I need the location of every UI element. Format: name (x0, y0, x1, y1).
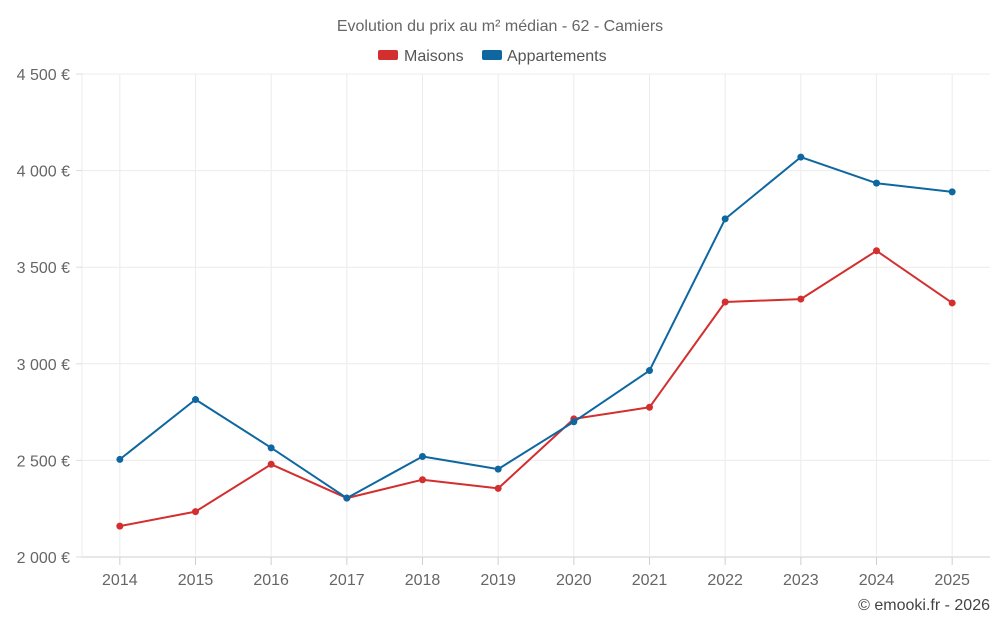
data-point-appartements-2018 (419, 453, 426, 461)
x-tick-label: 2014 (102, 572, 138, 589)
data-point-maisons-2019 (494, 484, 502, 492)
x-tick-label: 2019 (480, 572, 516, 589)
data-point-maisons-2016 (267, 460, 275, 468)
data-point-appartements-2025 (948, 188, 956, 196)
footer-credit: © emooki.fr - 2026 (858, 597, 990, 614)
data-point-maisons-2014 (116, 522, 124, 530)
x-tick-label: 2021 (632, 572, 668, 589)
y-tick-label: 4 000 € (17, 164, 70, 181)
data-point-appartements-2022 (721, 215, 729, 223)
y-tick-label: 4 500 € (17, 67, 70, 84)
y-tick-label: 3 500 € (17, 260, 70, 277)
legend-label-appartements: Appartements (507, 48, 607, 65)
chart-title: Evolution du prix au m² médian - 62 - Ca… (337, 18, 663, 35)
x-tick-label: 2018 (405, 572, 441, 589)
data-point-maisons-2023 (797, 295, 805, 303)
x-tick-label: 2023 (783, 572, 819, 589)
data-point-maisons-2024 (873, 247, 880, 255)
data-point-appartements-2015 (192, 396, 199, 404)
data-point-maisons-2025 (948, 299, 956, 307)
legend-swatch-appartements (482, 50, 502, 60)
x-tick-label: 2022 (707, 572, 743, 589)
data-point-appartements-2014 (116, 455, 124, 463)
x-tick-label: 2020 (556, 572, 592, 589)
y-tick-label: 3 000 € (17, 357, 70, 374)
data-point-appartements-2023 (797, 153, 805, 161)
y-tick-label: 2 500 € (17, 453, 70, 470)
data-point-maisons-2018 (419, 476, 426, 484)
data-point-appartements-2016 (267, 444, 275, 452)
data-point-appartements-2020 (570, 418, 578, 426)
x-tick-label: 2016 (253, 572, 289, 589)
legend: Maisons Appartements (378, 48, 607, 65)
series-line-appartements (119, 156, 953, 500)
data-point-maisons-2015 (192, 508, 199, 516)
y-tick-label: 2 000 € (17, 550, 70, 567)
data-point-appartements-2021 (646, 367, 653, 375)
x-tick-label: 2017 (329, 572, 365, 589)
x-tick-label: 2024 (859, 572, 895, 589)
series-group (116, 153, 956, 530)
data-point-maisons-2021 (646, 403, 653, 411)
data-point-appartements-2017 (343, 494, 351, 502)
axes: 2 000 € 2 500 € 3 000 € 3 500 € 4 000 € 4 500… (17, 67, 970, 589)
x-tick-label: 2025 (934, 572, 970, 589)
legend-swatch-maisons (378, 50, 398, 60)
legend-label-maisons: Maisons (404, 48, 464, 65)
data-point-maisons-2022 (721, 298, 729, 306)
legend-item-maisons[interactable]: Maisons (378, 48, 464, 65)
data-point-appartements-2024 (873, 179, 880, 187)
x-tick-label: 2015 (178, 572, 214, 589)
series-line-maisons (119, 249, 953, 528)
data-point-appartements-2019 (494, 465, 502, 473)
legend-item-appartements[interactable]: Appartements (482, 48, 607, 65)
